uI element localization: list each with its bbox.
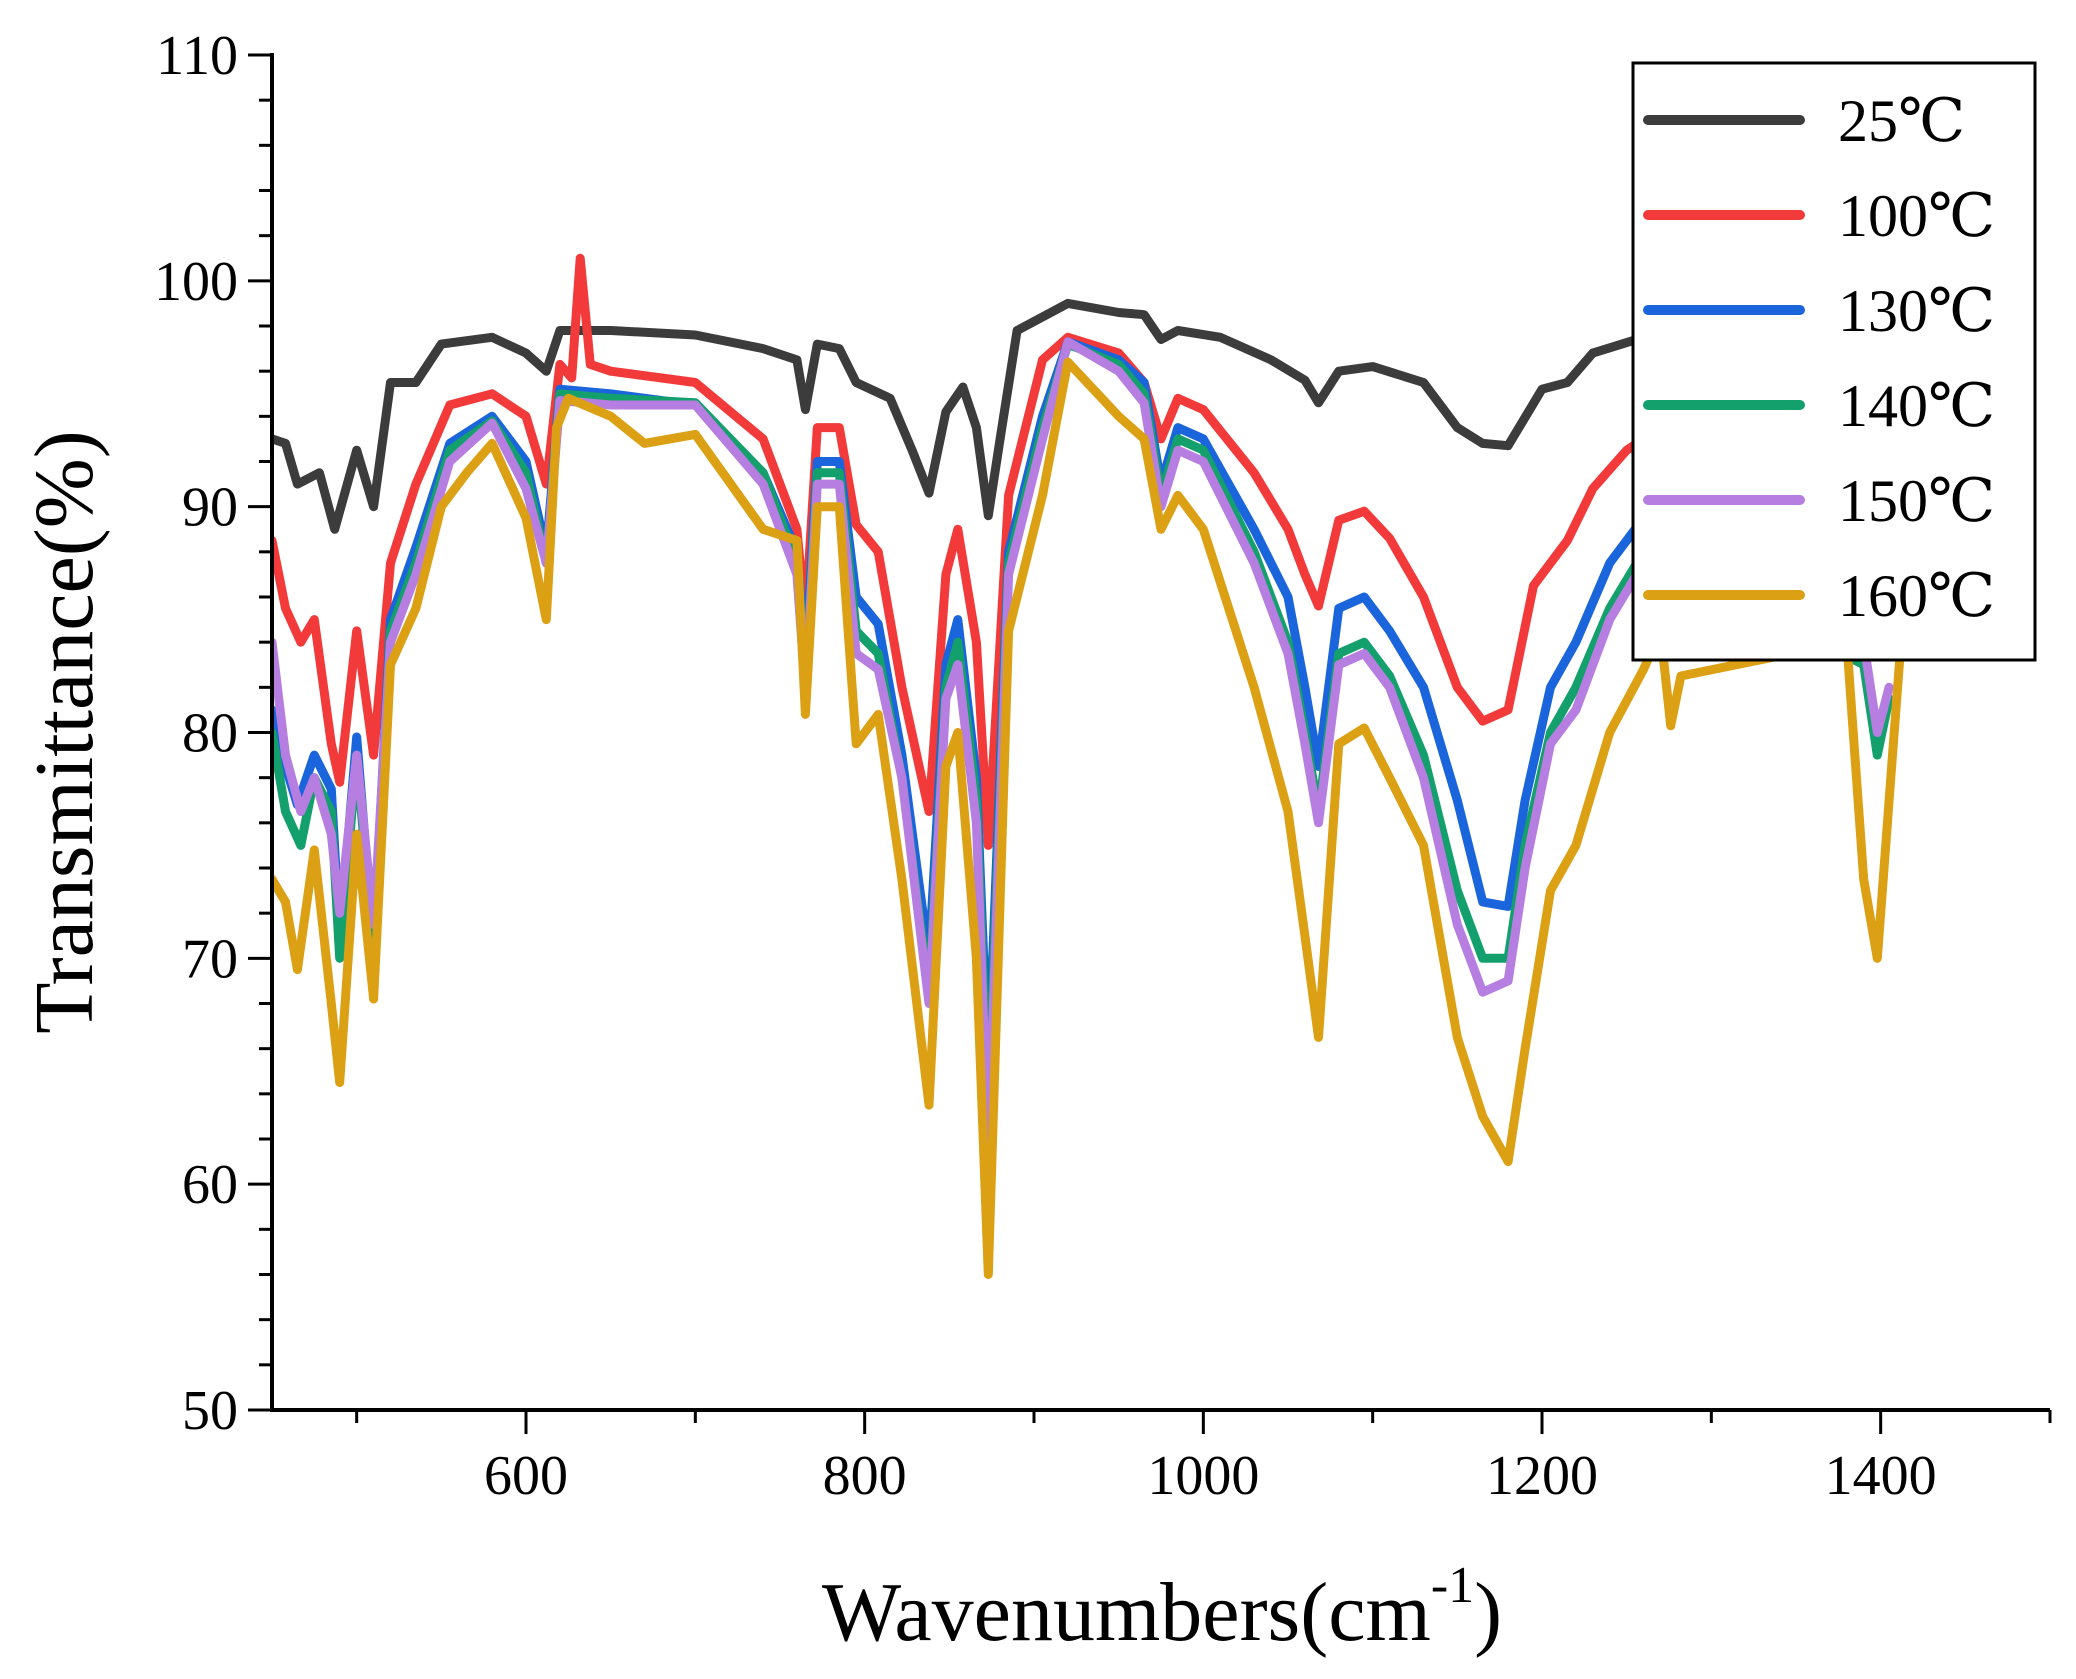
- y-tick-label: 70: [182, 928, 238, 990]
- y-tick-label: 110: [156, 25, 238, 87]
- legend-label: 100℃: [1838, 183, 1995, 249]
- x-tick-label: 1200: [1486, 1445, 1598, 1507]
- y-tick-label: 90: [182, 477, 238, 539]
- legend-label: 130℃: [1838, 278, 1995, 344]
- series-line-100c: [272, 253, 1649, 850]
- x-tick-label: 800: [823, 1445, 907, 1507]
- y-axis-ticks: 50 60 70 80 90 100 110: [154, 25, 272, 1442]
- series-line-150c: [272, 337, 1894, 1155]
- legend-label: 25℃: [1838, 88, 1965, 154]
- series-line-25c: [272, 298, 1649, 534]
- x-axis-title: Wavenumbers(cm-1): [822, 1557, 1502, 1659]
- y-tick-label: 100: [154, 251, 238, 313]
- series-line-130c: [272, 337, 1649, 1076]
- y-tick-label: 50: [182, 1380, 238, 1442]
- y-tick-label: 80: [182, 703, 238, 765]
- legend-label: 140℃: [1838, 373, 1995, 439]
- legend-label: 160℃: [1838, 563, 1995, 629]
- y-tick-label: 60: [182, 1154, 238, 1216]
- legend-box: [1631, 61, 2037, 662]
- legend-label: 150℃: [1838, 468, 1995, 534]
- x-axis-ticks: 600 800 1000 1200 1400: [355, 1410, 2052, 1507]
- legend: 25℃ 100℃ 130℃ 140℃ 150℃ 160℃: [1631, 61, 2037, 662]
- x-axis-title-main: Wavenumbers(cm: [822, 1566, 1431, 1659]
- series-line-160c: [272, 357, 1906, 1279]
- x-tick-label: 600: [484, 1445, 568, 1507]
- y-axis-title: Transmittance(%): [18, 430, 111, 1033]
- x-tick-label: 1400: [1825, 1445, 1937, 1507]
- x-tick-label: 1000: [1147, 1445, 1259, 1507]
- series-layer: [272, 253, 1906, 1279]
- x-axis-title-superscript: -1: [1431, 1557, 1474, 1614]
- x-axis-title-close: ): [1474, 1566, 1502, 1659]
